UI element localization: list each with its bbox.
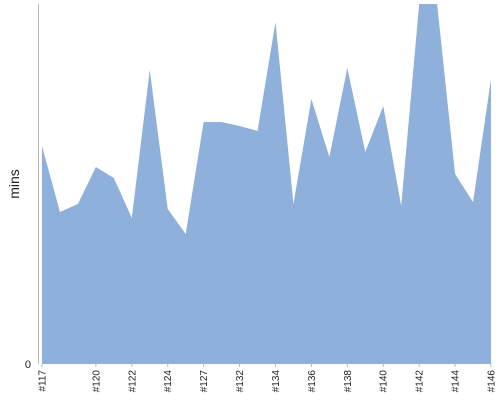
x-tick-label: #138	[343, 370, 354, 393]
x-tick-label: #140	[379, 370, 390, 393]
y-tick-label: 0	[25, 359, 31, 371]
x-tick-label: #132	[235, 370, 246, 393]
x-tick-label: #124	[163, 370, 174, 393]
x-tick-label: #146	[487, 370, 498, 393]
area-series-1	[42, 4, 491, 364]
x-axis-ticks: #117 #120 #122 #124 #127 #132 #134 #136 #138 #140…	[38, 364, 498, 392]
x-tick-label: #136	[307, 370, 318, 393]
plot-area	[42, 4, 491, 364]
x-tick-label: #122	[127, 370, 138, 393]
x-tick-label: #127	[199, 370, 210, 393]
x-tick-label: #120	[91, 370, 102, 393]
x-tick-label: #144	[451, 370, 462, 393]
x-tick-label: #142	[415, 370, 426, 393]
x-tick-label: #117	[38, 370, 49, 392]
y-axis-ticks: 0	[25, 359, 31, 371]
x-tick-label: #134	[271, 370, 282, 393]
y-axis-label: mins	[6, 169, 22, 199]
